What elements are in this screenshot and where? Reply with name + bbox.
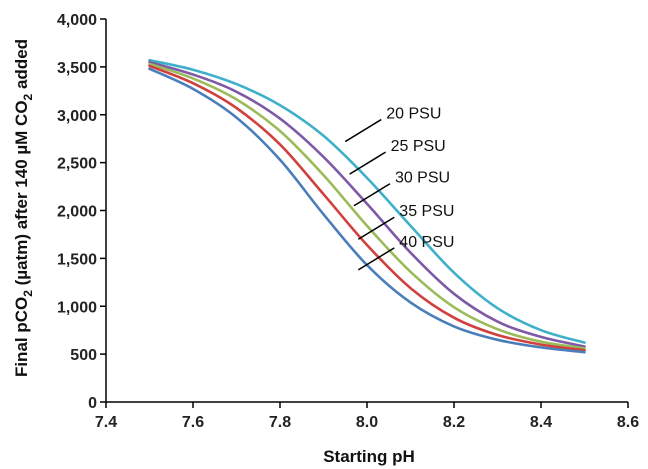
series-annotation-label: 35 PSU xyxy=(399,203,454,220)
annotation-leader-line xyxy=(349,151,386,175)
annotation-leader-line xyxy=(357,247,395,271)
y-tick-label: 2,000 xyxy=(57,204,97,221)
x-tick-label: 7.4 xyxy=(95,414,117,431)
series-annotation-label: 40 PSU xyxy=(399,234,454,251)
series-line-25-psu xyxy=(148,60,586,348)
series-annotation-label: 30 PSU xyxy=(395,170,450,187)
series-annotation-label: 25 PSU xyxy=(391,138,446,155)
y-tick-label: 3,000 xyxy=(57,108,97,125)
series-line-20-psu xyxy=(148,58,586,344)
x-tick-label: 8.2 xyxy=(443,414,465,431)
y-ticks: 0 500 1,000 1,500 2,000 2,500 3,000 3,500 4,000 xyxy=(57,12,106,412)
x-tick-label: 7.8 xyxy=(269,414,291,431)
annotation-leader-line xyxy=(353,183,391,207)
x-tick-label: 7.6 xyxy=(182,414,204,431)
y-tick-label: 4,000 xyxy=(57,12,97,29)
x-tick-label: 8.6 xyxy=(617,414,639,431)
y-tick-label: 500 xyxy=(70,347,97,364)
y-axis-title: Final pCO2 (µatm) after 140 µM CO2 added xyxy=(12,39,35,377)
y-tick-label: 3,500 xyxy=(57,60,97,77)
x-tick-label: 8.0 xyxy=(356,414,378,431)
x-tick-label: 8.4 xyxy=(530,414,552,431)
y-tick-label: 2,500 xyxy=(57,156,97,173)
series-annotation-label: 20 PSU xyxy=(386,106,441,123)
annotation-leader-line xyxy=(344,118,382,143)
series-lines xyxy=(148,58,586,354)
series-line-30-psu xyxy=(148,62,586,350)
annotation-leader-line xyxy=(357,216,395,240)
y-tick-label: 1,000 xyxy=(57,299,97,316)
series-line-40-psu xyxy=(148,67,586,354)
y-tick-label: 1,500 xyxy=(57,251,97,268)
series-line-35-psu xyxy=(148,64,586,352)
y-tick-label: 0 xyxy=(88,395,97,412)
x-ticks: 7.4 7.6 7.8 8.0 8.2 8.4 8.6 xyxy=(95,402,639,431)
x-axis-title: Starting pH xyxy=(323,447,415,466)
series-annotations: 20 PSU 25 PSU 30 PSU 35 PSU 40 PSU xyxy=(344,106,454,271)
